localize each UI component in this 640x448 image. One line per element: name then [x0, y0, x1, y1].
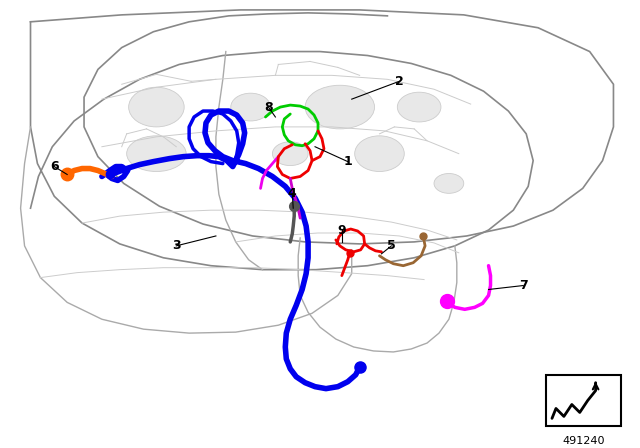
Text: 6: 6 — [50, 160, 59, 173]
Ellipse shape — [127, 136, 186, 172]
Text: 2: 2 — [395, 75, 404, 88]
Text: 7: 7 — [519, 279, 527, 292]
Text: 8: 8 — [264, 100, 273, 114]
Ellipse shape — [129, 87, 184, 127]
Bar — [546, 375, 621, 426]
Text: 5: 5 — [387, 239, 396, 252]
Ellipse shape — [273, 142, 308, 166]
Text: 9: 9 — [337, 224, 346, 237]
Text: 1: 1 — [344, 155, 352, 168]
Ellipse shape — [305, 85, 374, 129]
Ellipse shape — [434, 173, 464, 194]
Ellipse shape — [397, 92, 441, 122]
Ellipse shape — [355, 136, 404, 172]
Text: 3: 3 — [172, 239, 180, 252]
Text: 491240: 491240 — [563, 436, 605, 446]
Text: 4: 4 — [288, 187, 296, 200]
Ellipse shape — [231, 93, 271, 121]
